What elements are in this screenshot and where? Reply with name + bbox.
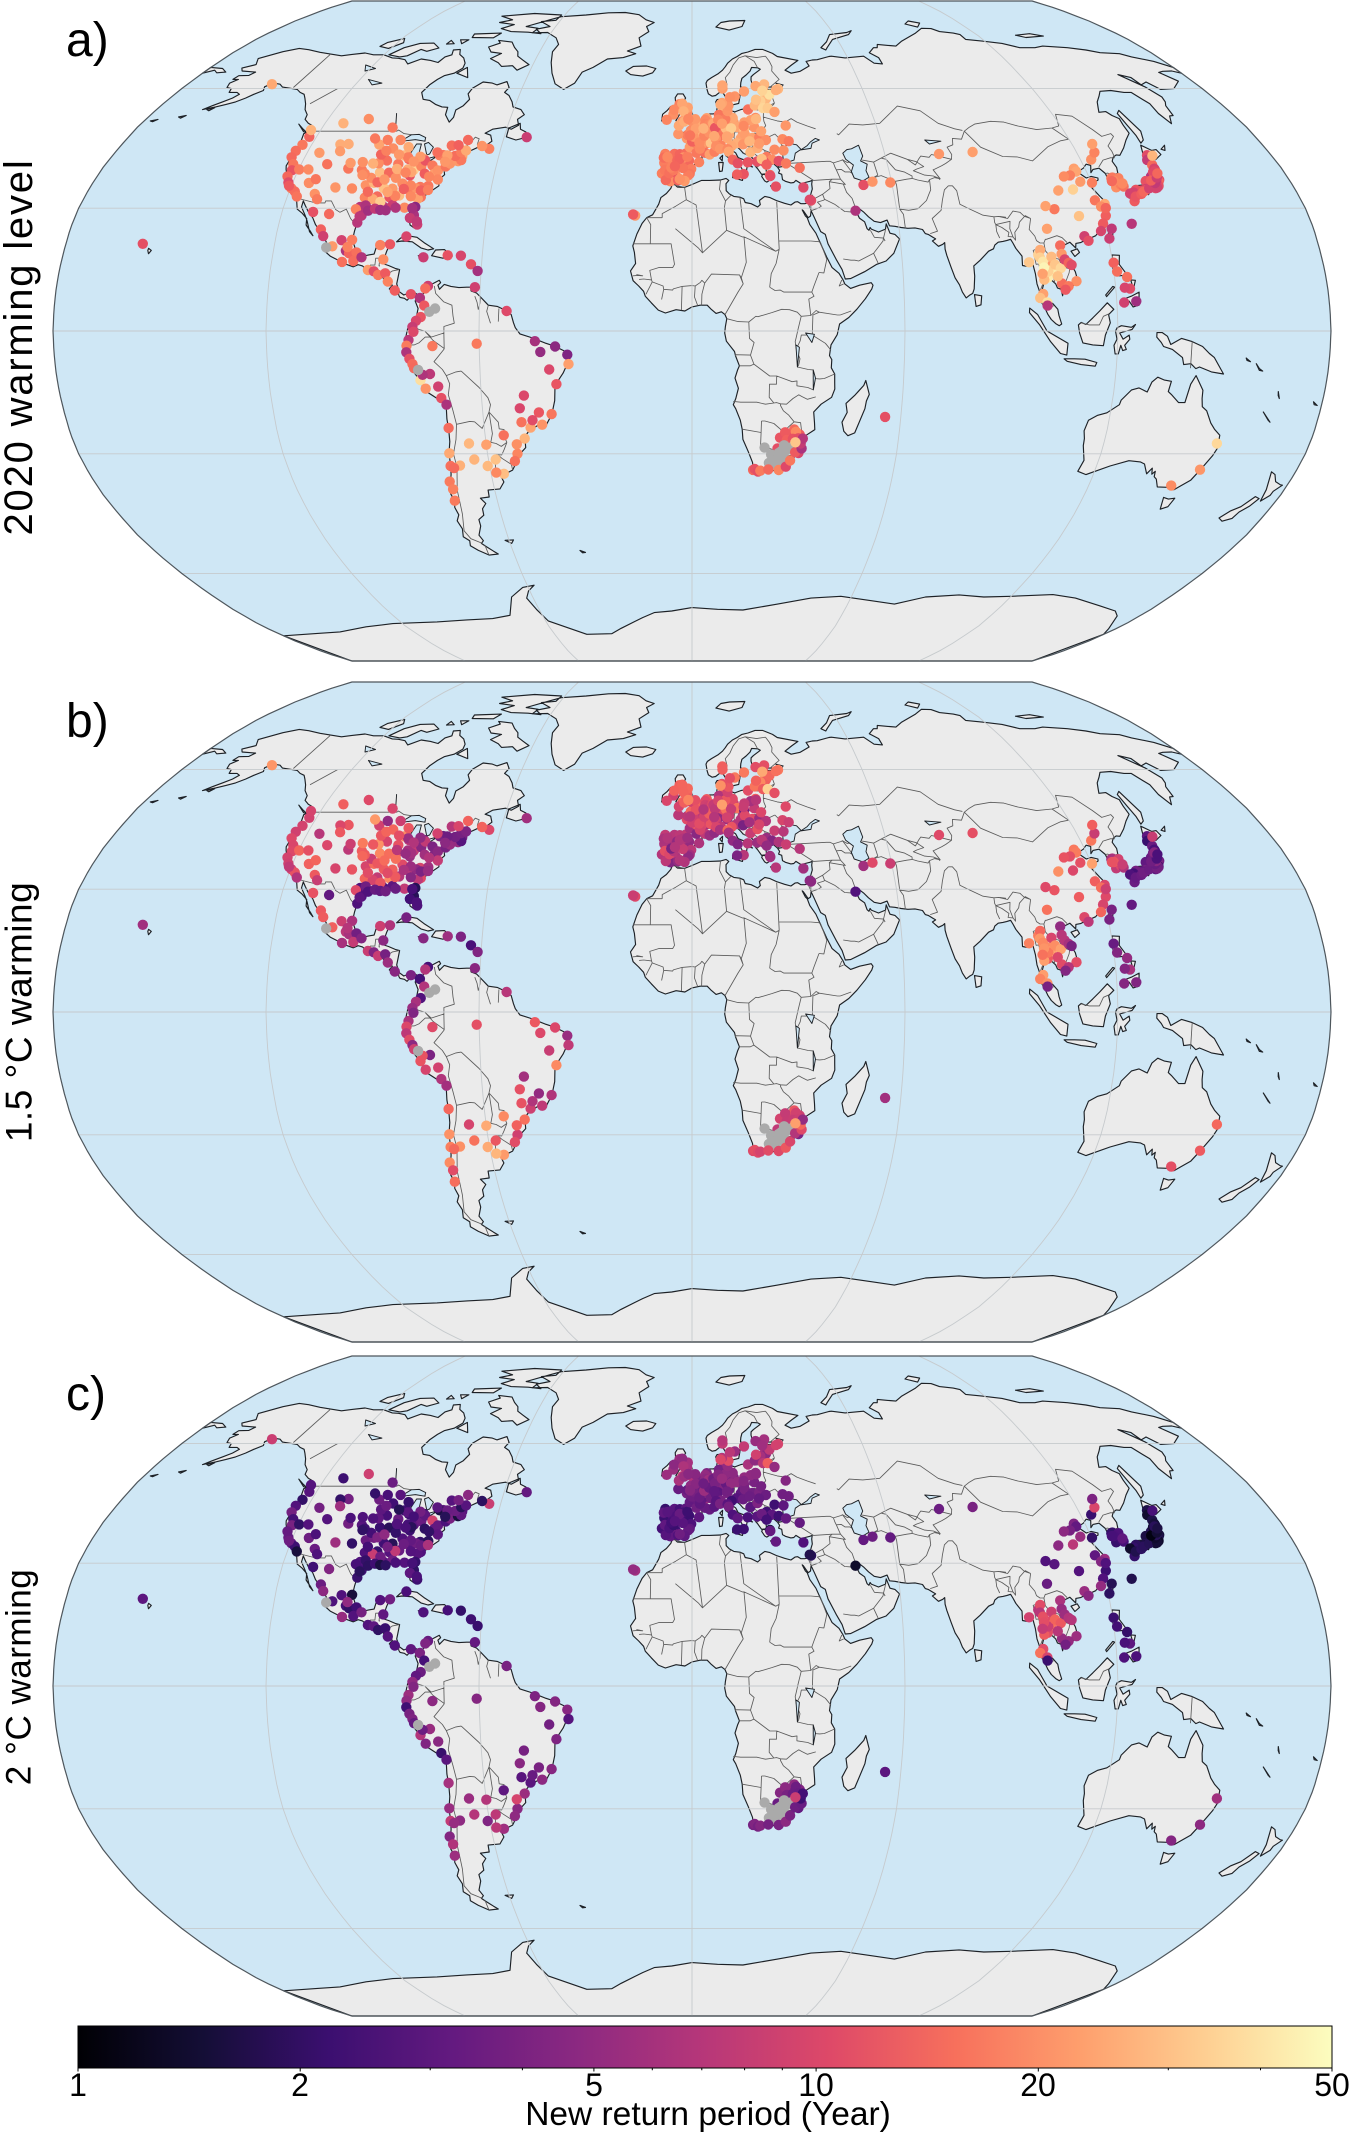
svg-text:c): c)	[66, 1368, 106, 1421]
svg-text:2 °C warming: 2 °C warming	[0, 1569, 39, 1785]
svg-text:1: 1	[69, 2067, 87, 2103]
svg-text:10: 10	[798, 2067, 834, 2103]
svg-text:b): b)	[66, 695, 109, 748]
svg-text:New return period (Year): New return period (Year)	[525, 2096, 891, 2133]
svg-text:2: 2	[291, 2067, 309, 2103]
svg-text:2020 warming level: 2020 warming level	[0, 158, 41, 535]
svg-text:20: 20	[1020, 2067, 1056, 2103]
svg-text:50: 50	[1314, 2067, 1350, 2103]
svg-text:a): a)	[66, 14, 109, 67]
svg-text:5: 5	[585, 2067, 603, 2103]
svg-text:1.5 °C warming: 1.5 °C warming	[0, 882, 40, 1142]
